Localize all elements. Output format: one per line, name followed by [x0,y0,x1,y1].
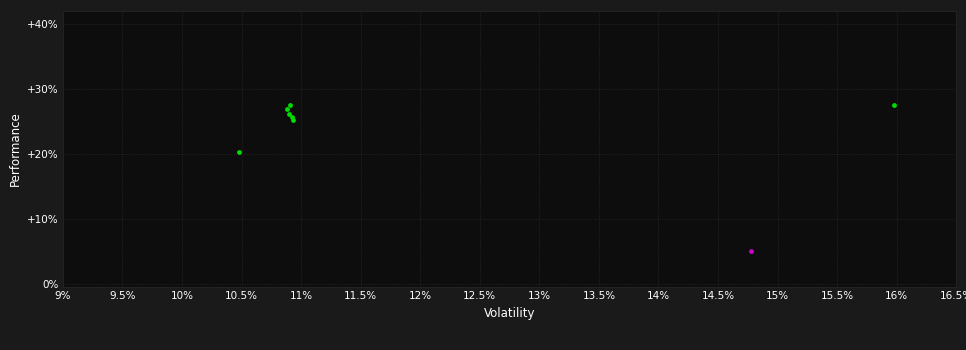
Point [285,118,300,123]
Point [887,103,902,108]
Point [284,114,299,120]
Point [283,103,298,108]
Point [279,107,295,112]
Y-axis label: Performance: Performance [9,111,21,186]
Point [232,149,247,155]
Point [281,111,297,117]
Point [744,248,759,254]
X-axis label: Volatility: Volatility [484,307,535,320]
